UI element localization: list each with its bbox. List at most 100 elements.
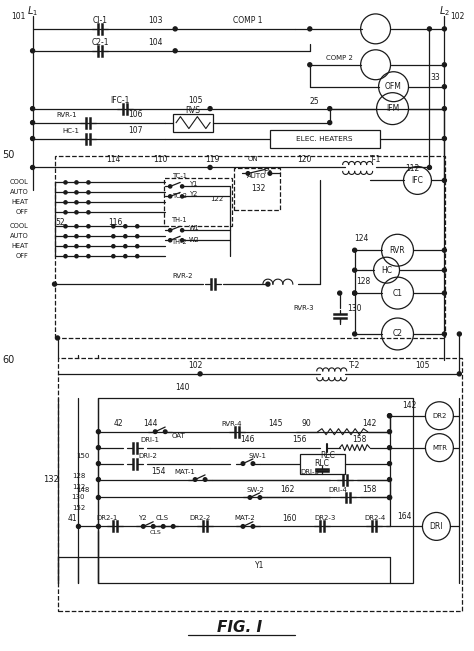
Circle shape [75, 234, 78, 238]
Text: AUTO: AUTO [10, 233, 28, 240]
Circle shape [75, 181, 78, 184]
Bar [234, 169, 280, 210]
Text: C2-1: C2-1 [91, 38, 109, 48]
Text: 50: 50 [2, 150, 15, 161]
Circle shape [388, 414, 392, 418]
Text: AUTO: AUTO [10, 189, 28, 195]
Text: 112: 112 [405, 164, 419, 173]
Circle shape [193, 478, 197, 481]
Circle shape [75, 191, 78, 194]
Circle shape [112, 234, 115, 238]
Circle shape [64, 245, 67, 248]
Bar [300, 454, 345, 473]
Circle shape [353, 268, 356, 272]
Circle shape [181, 195, 184, 198]
Bar [99, 398, 413, 583]
Text: 106: 106 [128, 110, 143, 119]
Text: OFF: OFF [16, 253, 28, 259]
Text: MTR: MTR [432, 445, 447, 450]
Circle shape [112, 225, 115, 228]
Circle shape [173, 49, 177, 53]
Text: 105: 105 [188, 96, 202, 105]
Circle shape [181, 185, 184, 188]
Circle shape [457, 332, 461, 336]
Text: 110: 110 [153, 155, 167, 164]
Text: W2: W2 [189, 237, 200, 243]
Bar [57, 358, 462, 611]
Circle shape [442, 107, 447, 111]
Text: ON: ON [247, 156, 258, 163]
Text: 116: 116 [108, 218, 123, 227]
Circle shape [87, 201, 90, 204]
Text: 60: 60 [2, 355, 15, 365]
Circle shape [258, 495, 262, 499]
Circle shape [241, 462, 245, 465]
Circle shape [328, 107, 332, 111]
Text: HEAT: HEAT [11, 243, 28, 249]
Text: COMP 2: COMP 2 [326, 55, 353, 61]
Text: 164: 164 [397, 512, 412, 521]
Circle shape [173, 27, 177, 31]
Text: OAT: OAT [171, 433, 185, 439]
Text: AUTO: AUTO [247, 173, 267, 180]
Circle shape [442, 137, 447, 141]
Circle shape [31, 120, 35, 124]
Text: 130: 130 [347, 303, 362, 312]
Text: 130: 130 [72, 495, 85, 501]
Text: $L_1$: $L_1$ [27, 4, 38, 18]
Text: SW-1: SW-1 [249, 452, 267, 458]
Circle shape [112, 245, 115, 248]
Text: COOL: COOL [10, 180, 28, 186]
Text: 52: 52 [56, 218, 65, 227]
Text: Y2: Y2 [138, 516, 146, 521]
Circle shape [31, 137, 35, 141]
Circle shape [457, 372, 461, 376]
Text: DRI: DRI [429, 522, 443, 531]
Text: 102: 102 [450, 12, 465, 21]
Text: 160: 160 [283, 514, 297, 523]
Text: W1: W1 [189, 225, 200, 231]
Circle shape [96, 478, 100, 482]
Text: Y2: Y2 [190, 191, 198, 197]
Circle shape [169, 239, 172, 242]
Text: 120: 120 [298, 155, 312, 164]
Circle shape [308, 62, 312, 67]
Text: 122: 122 [72, 484, 85, 490]
Circle shape [96, 495, 100, 499]
Circle shape [96, 462, 100, 465]
Circle shape [87, 181, 90, 184]
Circle shape [442, 248, 447, 252]
Text: DR2-3: DR2-3 [314, 516, 336, 521]
Circle shape [208, 107, 212, 111]
Text: TH-1: TH-1 [173, 217, 188, 223]
Circle shape [308, 27, 312, 31]
Text: 158: 158 [353, 435, 367, 444]
Text: 156: 156 [292, 435, 307, 444]
Circle shape [136, 225, 139, 228]
Text: 150: 150 [76, 452, 89, 458]
Text: 142: 142 [363, 419, 377, 428]
Circle shape [203, 478, 207, 481]
Text: 105: 105 [415, 361, 430, 370]
Circle shape [87, 245, 90, 248]
Text: Y1: Y1 [255, 561, 264, 570]
Circle shape [53, 282, 56, 286]
Circle shape [112, 255, 115, 258]
Circle shape [353, 248, 356, 252]
Circle shape [75, 255, 78, 258]
Text: C2: C2 [392, 329, 402, 339]
Text: DR2: DR2 [432, 413, 447, 419]
Circle shape [442, 178, 447, 182]
Text: 119: 119 [205, 155, 219, 164]
Text: 33: 33 [430, 73, 440, 82]
Circle shape [181, 239, 184, 242]
Circle shape [162, 525, 165, 528]
Circle shape [64, 234, 67, 238]
Circle shape [442, 27, 447, 31]
Text: FIG. I: FIG. I [218, 620, 263, 635]
Text: 132: 132 [251, 184, 265, 193]
Circle shape [251, 462, 255, 465]
Text: MAT-1: MAT-1 [175, 469, 196, 475]
Circle shape [388, 462, 392, 465]
Text: 158: 158 [363, 485, 377, 494]
